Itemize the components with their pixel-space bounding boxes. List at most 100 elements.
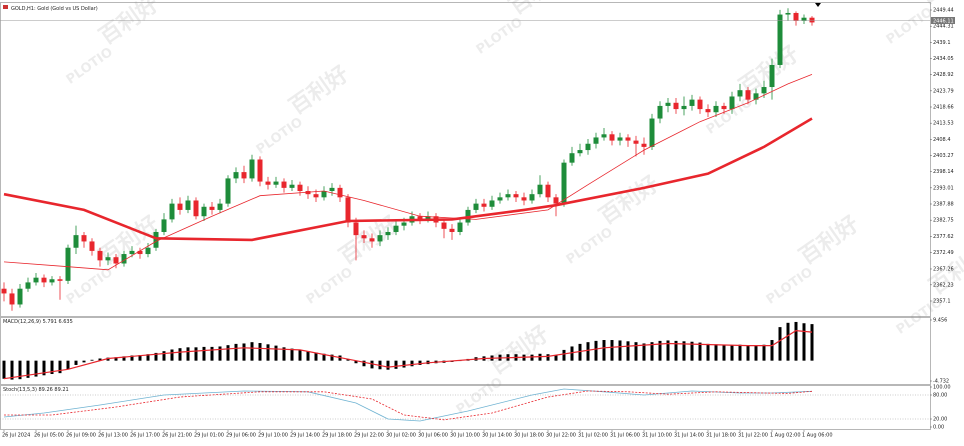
histogram-bar: [762, 344, 766, 361]
candle-body: [417, 216, 423, 220]
histogram-bar: [770, 340, 774, 361]
histogram-bar: [722, 345, 726, 361]
y-tick-label: 2398.14: [933, 169, 954, 175]
candle-body: [585, 143, 591, 151]
histogram-bar: [18, 360, 22, 380]
x-tick-label: 31 Jul 14:00: [674, 433, 704, 439]
y-tick-label: 2377.62: [933, 234, 954, 240]
histogram-bar: [162, 351, 166, 361]
histogram-bar: [666, 340, 670, 361]
candle-body: [121, 254, 127, 264]
histogram-bar: [170, 349, 174, 361]
histogram-bar: [154, 352, 158, 361]
histogram-bar: [130, 355, 134, 361]
histogram-bar: [386, 360, 390, 370]
x-tick-label: 29 Jul 06:00: [226, 433, 256, 439]
histogram-bar: [794, 321, 798, 361]
x-tick-label: 26 Jul 17:00: [130, 433, 160, 439]
y-tick-label: 2413.53: [933, 121, 954, 127]
histogram-bar: [98, 358, 102, 361]
candle-body: [289, 184, 295, 188]
y-tick-label: 2362.23: [933, 282, 954, 288]
histogram-bar: [362, 360, 366, 367]
candle-body: [641, 143, 647, 147]
macd-panel: [0, 317, 931, 385]
candle-body: [97, 250, 103, 261]
candle-body: [785, 12, 791, 15]
candle-body: [169, 203, 175, 220]
candle-body: [217, 203, 223, 210]
histogram-bar: [410, 360, 414, 367]
histogram-bar: [82, 360, 86, 363]
candle-body: [297, 184, 303, 192]
y-tick-label: 9.456: [933, 317, 947, 323]
y-tick-label: 2439.1: [933, 40, 951, 46]
candle-body: [529, 194, 535, 201]
x-tick-label: 31 Jul 02:00: [578, 433, 608, 439]
x-tick-label: 26 Jul 13:00: [98, 433, 128, 439]
histogram-bar: [642, 343, 646, 361]
candle-body: [609, 134, 615, 141]
candle-body: [697, 99, 703, 110]
y-tick-label: 2434.05: [933, 56, 954, 62]
candle-body: [41, 277, 47, 283]
candle-body: [505, 194, 511, 198]
x-tick-label: 31 Jul 06:00: [610, 433, 640, 439]
histogram-bar: [250, 342, 254, 361]
indicator-line: [3, 388, 813, 422]
histogram-bar: [234, 343, 238, 361]
candle-body: [617, 137, 623, 141]
histogram-bar: [562, 349, 566, 361]
candle-body: [25, 282, 31, 289]
candle-body: [569, 153, 575, 163]
x-tick-label: 31 Jul 18:00: [706, 433, 736, 439]
histogram-bar: [50, 360, 54, 374]
histogram-bar: [706, 343, 710, 361]
candle-body: [185, 200, 191, 210]
candle-body: [793, 12, 799, 21]
candle-body: [809, 17, 815, 23]
candle-body: [17, 288, 23, 305]
candle-body: [105, 257, 111, 261]
candle-body: [689, 99, 695, 106]
x-tick-label: 26 Jul 2024: [2, 433, 30, 439]
candle-body: [49, 279, 55, 283]
histogram-bar: [58, 360, 62, 374]
y-tick-label: 0.00: [933, 425, 944, 431]
y-tick-label: 100.00: [933, 385, 951, 391]
histogram-bar: [546, 354, 550, 361]
histogram-bar: [122, 356, 126, 361]
candle-body: [201, 206, 207, 217]
histogram-bar: [730, 345, 734, 361]
candle-body: [545, 184, 551, 198]
histogram-bar: [658, 340, 662, 361]
candle-body: [313, 194, 319, 198]
candle-body: [489, 200, 495, 207]
last-price-box: [931, 17, 955, 25]
x-tick-label: 30 Jul 14:00: [482, 433, 512, 439]
histogram-bar: [802, 323, 806, 361]
candle-body: [305, 191, 311, 195]
y-tick-label: 2372.49: [933, 250, 954, 256]
candle-body: [209, 206, 215, 210]
histogram-bar: [394, 360, 398, 369]
candle-body: [425, 216, 431, 220]
x-tick-label: 26 Jul 09:00: [66, 433, 96, 439]
candle-body: [153, 231, 159, 248]
histogram-bar: [554, 355, 558, 361]
histogram-bar: [402, 360, 406, 368]
x-tick-label: 29 Jul 18:00: [322, 433, 352, 439]
candle-body: [73, 235, 79, 248]
candle-body: [441, 222, 447, 229]
candle-body: [1, 288, 7, 294]
histogram-bar: [90, 359, 94, 361]
candle-body: [625, 137, 631, 141]
candle-body: [753, 93, 759, 100]
candle-body: [273, 181, 279, 185]
x-tick-label: 29 Jul 01:00: [194, 433, 224, 439]
candle-body: [665, 102, 671, 106]
y-tick-label: 2418.66: [933, 105, 954, 111]
histogram-bar: [282, 347, 286, 361]
candle-body: [249, 159, 255, 179]
